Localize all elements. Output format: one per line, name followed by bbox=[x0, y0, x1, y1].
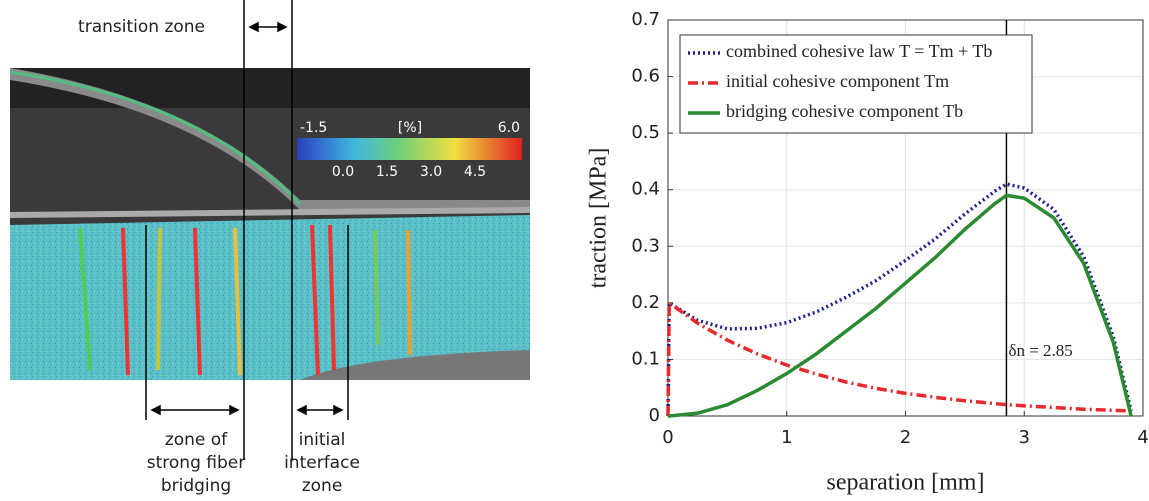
series-line bbox=[666, 299, 1132, 417]
x-tick-label: 4 bbox=[1137, 427, 1148, 448]
plot-frame bbox=[667, 19, 1144, 417]
bridging-label: bridging bbox=[161, 476, 231, 496]
annotation: δn = 2.85 bbox=[1008, 341, 1072, 360]
x-tick-label: 0 bbox=[662, 427, 673, 448]
colorbar-min: -1.5 bbox=[300, 120, 327, 136]
x-tick-label: 2 bbox=[900, 427, 911, 448]
y-tick-label: 0.1 bbox=[631, 348, 660, 369]
interface-label: interface bbox=[284, 453, 360, 473]
bridging-label: zone of bbox=[165, 430, 228, 450]
y-tick-label: 0.6 bbox=[631, 66, 660, 87]
y-axis-label: traction [MPa] bbox=[586, 148, 612, 289]
y-tick-label: 0.5 bbox=[631, 122, 660, 143]
series-line bbox=[666, 182, 1133, 417]
legend-label: bridging cohesive component Tb bbox=[726, 101, 963, 121]
legend-label: initial cohesive component Tm bbox=[726, 71, 949, 91]
colorbar-tick-label: 4.5 bbox=[464, 164, 486, 180]
legend-box bbox=[679, 34, 1033, 134]
colorbar-tick-label: 0.0 bbox=[332, 164, 354, 180]
y-tick-label: 0.4 bbox=[631, 179, 660, 200]
colorbar-tick-label: 3.0 bbox=[420, 164, 442, 180]
photo bbox=[9, 68, 531, 380]
y-tick-label: 0.7 bbox=[631, 9, 660, 30]
colorbar-unit: [%] bbox=[398, 120, 422, 136]
interface-label: initial bbox=[299, 430, 346, 450]
y-tick-label: 0.2 bbox=[631, 292, 660, 313]
bridging-label: strong fiber bbox=[147, 453, 245, 473]
y-tick-label: 0.3 bbox=[631, 235, 660, 256]
colorbar-max: 6.0 bbox=[498, 120, 520, 136]
x-tick-label: 1 bbox=[781, 427, 792, 448]
interface-label: zone bbox=[302, 476, 343, 496]
series-line bbox=[668, 193, 1133, 418]
annotation-lines bbox=[145, 0, 349, 460]
transition-label: transition zone bbox=[78, 17, 205, 37]
colorbar-tick-label: 1.5 bbox=[376, 164, 398, 180]
x-tick-label: 3 bbox=[1019, 427, 1030, 448]
legend-label: combined cohesive law T = Tm + Tb bbox=[726, 41, 992, 61]
x-axis-label: separation [mm] bbox=[827, 470, 985, 496]
y-tick-label: 0 bbox=[649, 405, 660, 426]
